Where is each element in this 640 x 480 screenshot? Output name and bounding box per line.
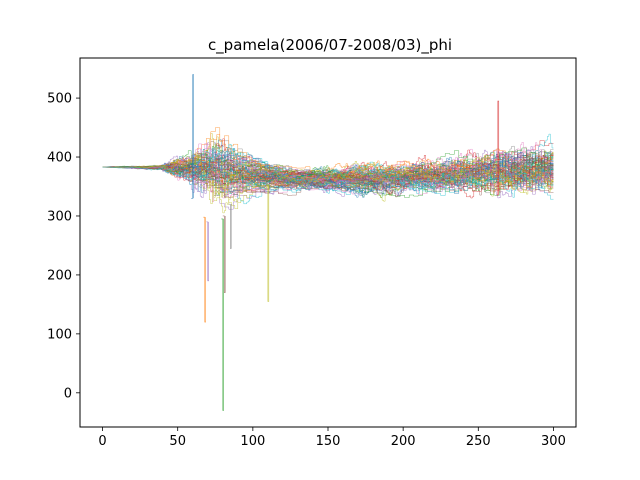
chart-title: c_pamela(2006/07-2008/03)_phi bbox=[208, 36, 452, 55]
series-spike bbox=[496, 100, 500, 196]
series-group bbox=[102, 74, 554, 411]
series-spike bbox=[266, 184, 270, 302]
series-line bbox=[102, 153, 554, 198]
series-spike bbox=[203, 216, 206, 323]
x-tick-label: 150 bbox=[316, 434, 341, 449]
y-tick-label: 100 bbox=[47, 327, 72, 342]
y-tick-label: 200 bbox=[47, 268, 72, 283]
x-tick-label: 100 bbox=[240, 434, 265, 449]
series-line bbox=[102, 143, 554, 190]
series-spike bbox=[228, 203, 232, 249]
x-tick-label: 200 bbox=[391, 434, 416, 449]
series-spike bbox=[191, 74, 194, 199]
y-tick-label: 300 bbox=[47, 209, 72, 224]
x-tick-label: 50 bbox=[169, 434, 186, 449]
y-tick-label: 400 bbox=[47, 151, 72, 166]
series-spike bbox=[221, 218, 224, 411]
plot-frame bbox=[79, 57, 577, 428]
y-tick-label: 500 bbox=[47, 92, 72, 107]
x-tick-label: 0 bbox=[98, 434, 106, 449]
x-axis: 0 50 100 150 200 250 300 bbox=[98, 427, 566, 449]
series-line bbox=[102, 143, 554, 191]
y-axis: 0 100 200 300 400 500 bbox=[47, 92, 80, 401]
x-tick-label: 250 bbox=[466, 434, 491, 449]
y-tick-label: 0 bbox=[64, 386, 72, 401]
series-line bbox=[102, 153, 554, 204]
series-spike bbox=[222, 215, 226, 293]
series-spike bbox=[206, 221, 209, 282]
x-tick-label: 300 bbox=[541, 434, 566, 449]
